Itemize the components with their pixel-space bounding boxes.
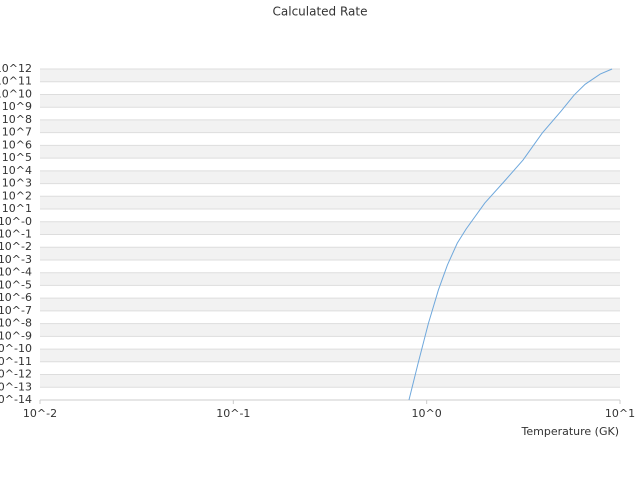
x-axis-title: Temperature (GK) — [521, 425, 620, 438]
x-tick-label: 10^0 — [412, 407, 442, 420]
y-tick-label: 10^-12 — [0, 368, 32, 381]
grid-band — [40, 272, 620, 286]
grid-band — [40, 349, 620, 362]
y-tick-label: 10^-4 — [0, 266, 32, 279]
y-tick-label: 10^8 — [2, 113, 32, 126]
y-tick-label: 10^7 — [2, 126, 32, 139]
y-tick-label: 10^4 — [2, 164, 32, 177]
x-tick-label: 10^-2 — [23, 407, 57, 420]
grid-band — [40, 119, 620, 133]
grid-band — [40, 374, 620, 388]
y-tick-label: 10^-8 — [0, 317, 32, 330]
y-tick-label: 10^2 — [2, 189, 32, 202]
y-tick-label: 10^10 — [0, 87, 32, 100]
y-tick-label: 10^-5 — [0, 278, 32, 291]
y-tick-label: 10^6 — [2, 138, 32, 151]
y-tick-label: 10^3 — [2, 177, 32, 190]
y-tick-label: 10^-11 — [0, 355, 32, 368]
y-tick-label: 10^11 — [0, 75, 32, 88]
grid-band — [40, 69, 620, 82]
y-tick-label: 10^5 — [2, 151, 32, 164]
y-tick-label: 10^-1 — [0, 228, 32, 241]
y-tick-label: 10^1 — [2, 202, 32, 215]
y-tick-label: 10^-10 — [0, 342, 32, 355]
y-tick-label: 10^-3 — [0, 253, 32, 266]
data-line — [408, 68, 613, 401]
y-tick-label: 10^-13 — [0, 380, 32, 393]
y-tick-label: 10^-14 — [0, 393, 32, 406]
grid-band — [40, 221, 620, 235]
chart-title: Calculated Rate — [273, 5, 368, 19]
grid-band — [40, 94, 620, 108]
grid-band — [40, 145, 620, 159]
grid-band — [40, 196, 620, 210]
grid-band — [40, 298, 620, 311]
y-tick-label: 10^-7 — [0, 304, 32, 317]
x-tick-label: 10^1 — [605, 407, 635, 420]
y-tick-label: 10^-0 — [0, 215, 32, 228]
y-tick-label: 10^-9 — [0, 329, 32, 342]
y-tick-label: 10^-6 — [0, 291, 32, 304]
x-tick-label: 10^-1 — [216, 407, 250, 420]
y-tick-label: 10^-2 — [0, 240, 32, 253]
y-tick-label: 10^9 — [2, 100, 32, 113]
grid-band — [40, 323, 620, 337]
grid-band — [40, 170, 620, 184]
grid-band — [40, 247, 620, 260]
y-tick-label: 10^12 — [0, 62, 32, 75]
